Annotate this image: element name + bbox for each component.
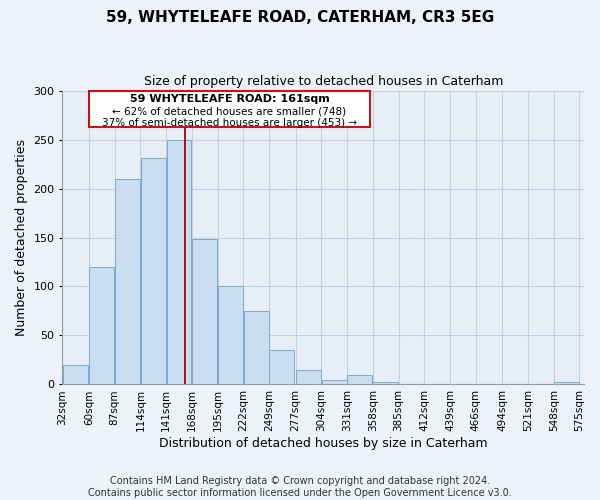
Bar [115,178,140,384]
Text: Contains HM Land Registry data © Crown copyright and database right 2024.
Contai: Contains HM Land Registry data © Crown c… [88,476,512,498]
Title: Size of property relative to detached houses in Caterham: Size of property relative to detached ho… [143,75,503,88]
Bar [269,350,295,384]
Text: ← 62% of detached houses are smaller (748): ← 62% of detached houses are smaller (74… [112,106,347,116]
Bar [218,286,243,384]
Text: 37% of semi-detached houses are larger (453) →: 37% of semi-detached houses are larger (… [102,118,357,128]
Text: 59 WHYTELEAFE ROAD: 161sqm: 59 WHYTELEAFE ROAD: 161sqm [130,94,329,104]
Bar [167,140,191,384]
Text: 59, WHYTELEAFE ROAD, CATERHAM, CR3 5EG: 59, WHYTELEAFE ROAD, CATERHAM, CR3 5EG [106,10,494,25]
Bar [347,374,373,384]
Bar [373,382,398,384]
Bar [63,365,88,384]
Y-axis label: Number of detached properties: Number of detached properties [15,139,28,336]
Bar [141,158,166,384]
Bar [192,240,217,384]
Bar [244,311,269,384]
Bar [554,382,579,384]
Bar [296,370,321,384]
X-axis label: Distribution of detached houses by size in Caterham: Distribution of detached houses by size … [159,437,488,450]
Bar [89,267,115,384]
Bar [89,90,370,127]
Bar [322,380,347,384]
